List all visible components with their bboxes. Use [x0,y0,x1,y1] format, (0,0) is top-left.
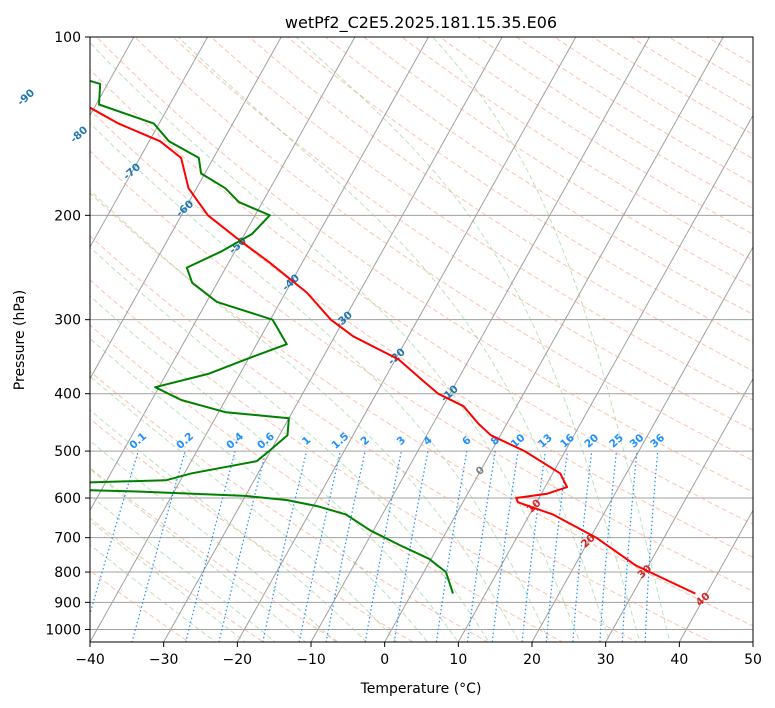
isotherm-line [310,37,650,642]
moist-adiabat-line [90,375,398,642]
dry-adiabat-line [210,37,753,401]
x-tick-label: −30 [149,652,179,668]
y-tick-label: 400 [54,387,81,403]
dry-adiabat-line [439,37,753,235]
x-tick-label: 50 [744,652,762,668]
moist-adiabat-line [90,409,368,642]
isotherm-line [90,37,429,642]
dewpoint-profile-line [90,79,454,594]
x-tick-label: −10 [296,652,326,668]
mixing-ratio-line [393,450,429,642]
dry-adiabat-line [90,279,639,642]
moist-adiabat-line [90,494,277,642]
moist-adiabat-line [90,295,459,642]
mixing-ratio-line [218,450,267,642]
x-tick-label: 20 [523,652,541,668]
dry-adiabat-line [90,235,713,642]
moist-adiabat-line [295,37,641,642]
mixing-ratio-line [599,451,618,642]
y-axis-title: Pressure (hPa) [12,290,28,390]
moist-adiabat-line [90,246,490,642]
y-tick-label: 500 [54,444,81,460]
dry-adiabat-line [362,37,753,288]
dry-adiabat-line [401,37,753,261]
y-tick-label: 600 [54,491,81,507]
y-tick-label: 100 [54,30,81,46]
moist-adiabat-line [90,338,429,642]
dry-adiabat-line [477,37,753,210]
dry-adiabat-line [95,37,753,493]
isotherm-line [678,509,753,642]
x-tick-label: 0 [380,652,389,668]
dry-adiabat-line [324,37,753,316]
isotherm-line [384,37,724,642]
mixing-ratio-line [298,450,341,642]
x-tick-label: −20 [223,652,253,668]
mixing-ratio-line [262,450,308,642]
y-tick-label: 1000 [45,622,81,638]
dry-adiabat-line [286,37,753,343]
mixing-ratio-line [364,450,402,642]
x-tick-label: 30 [597,652,615,668]
y-tick-label: 200 [54,208,81,224]
x-tick-label: 10 [449,652,467,668]
dry-adiabat-line [90,467,340,642]
mixing-ratio-line [521,451,546,642]
moist-adiabat-line [177,37,611,642]
dry-adiabat-line [90,418,414,642]
moist-adiabat-line [432,37,671,642]
moist-adiabat-line [90,122,550,642]
isotherm-line [605,377,753,642]
dry-adiabat-line [172,37,753,431]
mixing-ratio-line [572,451,593,642]
dry-adiabat-line [248,37,753,372]
mixing-ratio-line [545,451,569,642]
mixing-ratio-line [621,451,638,642]
mixing-ratio-line [644,451,659,642]
mixing-ratio-line [131,450,186,642]
mixing-ratio-line [435,450,468,642]
mixing-ratio-line [90,450,139,616]
background-lines [90,37,753,642]
dry-adiabat-line [90,517,265,642]
isotherm-line [457,114,753,642]
isotherm-line [90,37,282,380]
moist-adiabat-line [90,520,246,642]
moist-adiabat-line [90,468,307,642]
chart-title: wetPf2_C2E5.2025.181.15.35.E06 [285,13,557,33]
isotherm-line [90,37,356,512]
x-tick-label: −40 [75,652,105,668]
y-axis-ticks: 100 200 300 400 500 600 700 800 900 1000 [45,30,90,638]
isotherm-line [531,246,753,642]
dry-adiabat-line [90,324,564,642]
mixing-ratio-line [466,450,496,642]
x-tick-label: 40 [670,652,688,668]
mixing-ratio-line [185,450,236,642]
mixing-ratio-line [491,451,519,642]
y-tick-label: 700 [54,531,81,547]
dry-adiabat-line [90,370,489,642]
y-tick-label: 800 [54,565,81,581]
plot-frame [89,36,754,643]
dry-adiabat-line [90,192,753,627]
isotherm-line [163,37,503,642]
isotherm-line [236,37,577,642]
x-axis-title: Temperature (°C) [360,681,482,697]
y-tick-label: 300 [54,313,81,329]
mixing-ratio-line [325,450,366,642]
x-axis-ticks: −40 −30 −20 −10 0 10 20 30 40 50 [75,642,762,668]
profile-lines [90,79,696,595]
y-tick-label: 900 [54,595,81,611]
dry-adiabat-line [90,109,753,558]
temperature-profile-line [90,106,696,595]
moist-adiabat-line [90,440,337,642]
